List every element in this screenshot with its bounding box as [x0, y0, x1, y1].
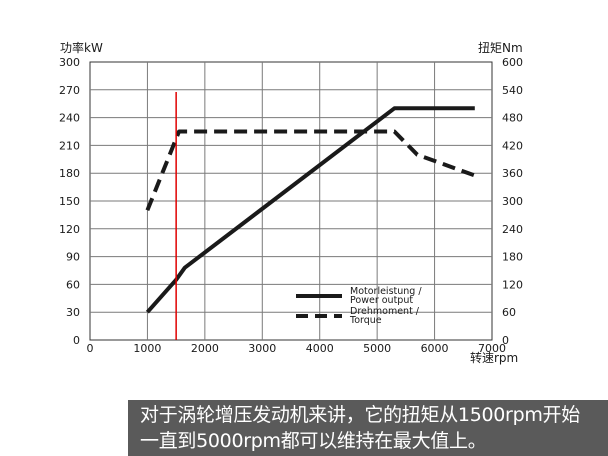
y-right-tick-label: 300	[502, 195, 523, 208]
y-right-tick-label: 480	[502, 112, 523, 125]
y-left-tick-label: 120	[59, 223, 80, 236]
y-left-tick-label: 270	[59, 84, 80, 97]
grid	[90, 62, 492, 340]
y-left-tick-label: 0	[73, 334, 80, 347]
y-right-tick-label: 540	[502, 84, 523, 97]
y-left-tick-label: 180	[59, 167, 80, 180]
y-left-tick-label: 300	[59, 56, 80, 69]
torque-line	[145, 129, 476, 212]
power-line	[145, 106, 475, 314]
x-tick-label: 5000	[363, 342, 391, 355]
x-tick-label: 1000	[133, 342, 161, 355]
y-left-tick-label: 240	[59, 112, 80, 125]
y-left-tick-label: 30	[66, 306, 80, 319]
y-right-axis-label: 扭矩Nm	[478, 41, 523, 55]
y-right-tick-label: 600	[502, 56, 523, 69]
y-right-tick-label: 120	[502, 278, 523, 291]
y-right-tick-label: 0	[502, 334, 509, 347]
legend-entry-label: Drehmoment / Torque	[349, 306, 420, 326]
x-tick-labels: 0 1000 2000 3000 4000 5000 6000 7000	[87, 342, 507, 355]
x-tick-label: 2000	[191, 342, 219, 355]
caption-line-2: 一直到5000rpm都可以维持在最大值上。	[140, 430, 487, 452]
caption-box: 对于涡轮增压发动机来讲，它的扭矩从1500rpm开始 一直到5000rpm都可以…	[128, 400, 608, 456]
x-tick-label: 0	[87, 342, 94, 355]
y-left-tick-label: 210	[59, 139, 80, 152]
y-left-tick-label: 150	[59, 195, 80, 208]
y-right-tick-labels: 0 60 120 180 240 300 360 420 480 540 600	[502, 56, 523, 347]
x-tick-label: 7000	[478, 342, 506, 355]
caption-line-1: 对于涡轮增压发动机来讲，它的扭矩从1500rpm开始	[140, 404, 580, 426]
y-right-tick-label: 360	[502, 167, 523, 180]
y-right-tick-label: 180	[502, 251, 523, 264]
y-left-tick-labels: 0 30 60 90 120 150 180 210 240 270 300	[59, 56, 80, 347]
y-left-axis-label: 功率kW	[60, 40, 103, 55]
x-tick-label: 4000	[306, 342, 334, 355]
y-left-tick-label: 90	[66, 251, 80, 264]
x-axis-label: 转速rpm	[470, 350, 518, 365]
y-left-tick-label: 60	[66, 278, 80, 291]
x-tick-label: 3000	[248, 342, 276, 355]
y-right-tick-label: 240	[502, 223, 523, 236]
y-right-tick-label: 420	[502, 139, 523, 152]
x-tick-label: 6000	[421, 342, 449, 355]
y-right-tick-label: 60	[502, 306, 516, 319]
legend-entry-label: Motorleistung / Power output	[350, 286, 422, 306]
series-group	[145, 92, 476, 340]
